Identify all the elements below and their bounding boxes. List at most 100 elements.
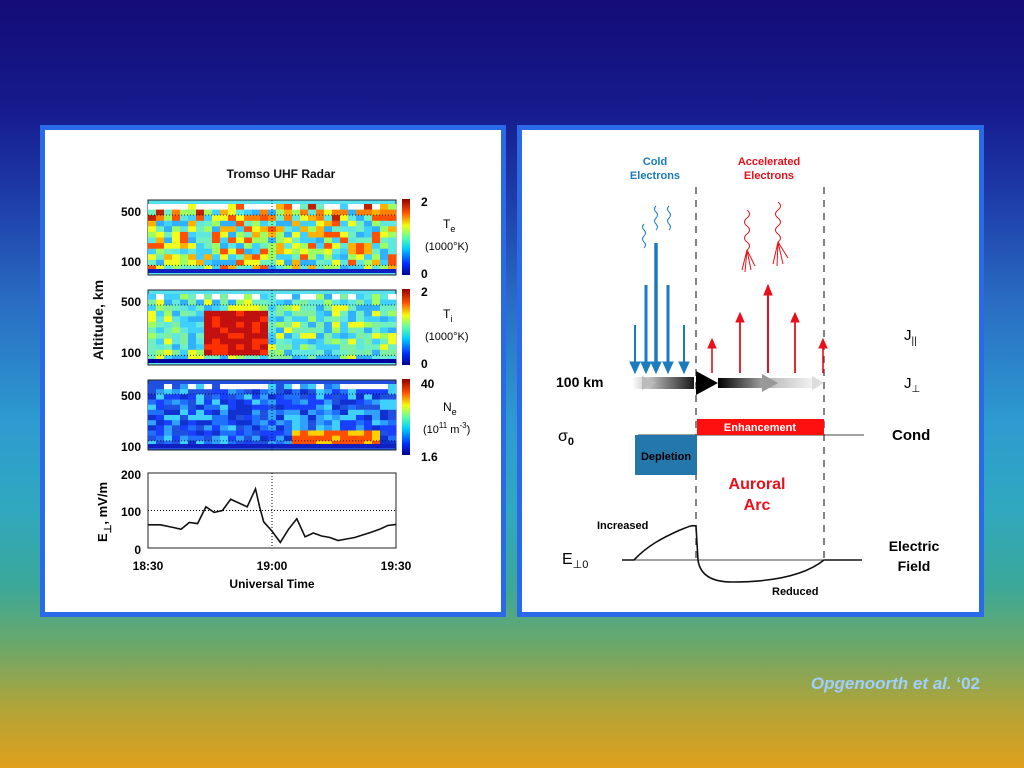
heatmap-cell bbox=[380, 294, 389, 300]
heatmap-cell bbox=[180, 321, 189, 328]
heatmap-cell bbox=[316, 420, 325, 426]
heatmap-cell bbox=[284, 409, 293, 416]
heatmap-cell bbox=[372, 265, 381, 272]
heatmap-cell bbox=[156, 259, 165, 266]
heatmap-cell bbox=[220, 394, 229, 400]
heatmap-cell bbox=[220, 338, 229, 345]
heatmap-cell bbox=[188, 420, 197, 426]
heatmap-cell bbox=[364, 333, 373, 339]
heatmap-cell bbox=[236, 444, 245, 448]
heatmap-cell bbox=[340, 237, 349, 244]
e-perp0-label: E⊥0 bbox=[562, 551, 588, 571]
heatmap-cell bbox=[372, 243, 381, 249]
heatmap-cell bbox=[324, 259, 333, 266]
heatmap-cell bbox=[188, 305, 197, 312]
heatmap-cell bbox=[228, 316, 237, 323]
heatmap-cell bbox=[356, 425, 365, 431]
heatmap-cell bbox=[276, 384, 285, 390]
heatmap-cell bbox=[388, 435, 397, 442]
heatmap-cell bbox=[228, 359, 237, 363]
cond-label: Cond bbox=[892, 427, 930, 444]
heatmap-cell bbox=[204, 226, 213, 233]
heatmap-cell bbox=[348, 269, 357, 273]
efield-y-tick-100: 100 bbox=[121, 505, 141, 519]
heatmap-cell bbox=[308, 321, 317, 328]
heatmap-cell bbox=[268, 269, 277, 273]
heatmap-cell bbox=[260, 333, 269, 339]
heatmap-cell bbox=[148, 231, 157, 238]
heatmap-cell bbox=[196, 243, 205, 249]
heatmap-cell bbox=[364, 404, 373, 411]
heatmap-cell bbox=[380, 384, 389, 390]
heatmap-cell bbox=[252, 327, 261, 334]
heatmap-cell bbox=[180, 269, 189, 273]
heatmap-cell bbox=[196, 226, 205, 233]
heatmap-cell bbox=[252, 355, 261, 362]
heatmap-cell bbox=[260, 344, 269, 351]
heatmap-cell bbox=[300, 321, 309, 328]
heatmap-cell bbox=[348, 425, 357, 431]
heatmap-cell bbox=[372, 404, 381, 411]
heatmap-cell bbox=[276, 389, 285, 395]
heatmap-cell bbox=[164, 321, 173, 328]
heatmap-cell bbox=[220, 254, 229, 261]
heatmap-cell bbox=[252, 420, 261, 426]
depletion-label: Depletion bbox=[641, 451, 691, 463]
heatmap-cell bbox=[316, 344, 325, 351]
heatmap-cell bbox=[252, 394, 261, 400]
heatmap-cell bbox=[388, 204, 397, 210]
heatmap-cell bbox=[156, 430, 165, 436]
heatmap-cell bbox=[228, 248, 237, 255]
heatmap-cell bbox=[332, 440, 341, 447]
heatmap-cell bbox=[348, 420, 357, 426]
heatmap-cell bbox=[332, 254, 341, 261]
heatmap-cell bbox=[300, 254, 309, 261]
heatmap-cell bbox=[332, 231, 341, 238]
heatmap-cell bbox=[204, 254, 213, 261]
heatmap-cell bbox=[316, 359, 325, 363]
heatmap-cell bbox=[260, 420, 269, 426]
heatmap-cell bbox=[172, 269, 181, 273]
heatmap-cell bbox=[284, 269, 293, 273]
heatmap-cell bbox=[292, 399, 301, 405]
heatmap-cell bbox=[188, 299, 197, 306]
heatmap-cell bbox=[372, 248, 381, 255]
heatmap-cell bbox=[172, 299, 181, 306]
heatmap-cell bbox=[172, 265, 181, 272]
heatmap-cell bbox=[284, 254, 293, 261]
heatmap-cell bbox=[364, 254, 373, 261]
heatmap-cell bbox=[220, 248, 229, 255]
heatmap-cell bbox=[252, 237, 261, 244]
heatmap-cell bbox=[276, 344, 285, 351]
heatmap-cell bbox=[364, 226, 373, 233]
heatmap-cell bbox=[380, 237, 389, 244]
heatmap-cell bbox=[324, 265, 333, 272]
heatmap-cell bbox=[324, 226, 333, 233]
heatmap-cell bbox=[308, 425, 317, 431]
heatmap-cell bbox=[252, 294, 261, 300]
heatmap-cell bbox=[276, 248, 285, 255]
heatmap-cell bbox=[300, 226, 309, 233]
heatmap-cell bbox=[316, 248, 325, 255]
heatmap-cell bbox=[284, 220, 293, 227]
heatmap-cell bbox=[276, 394, 285, 400]
heatmap-cell bbox=[348, 310, 357, 317]
heatmap-cell bbox=[340, 316, 349, 323]
heatmap-cell bbox=[364, 359, 373, 363]
heatmap-cell bbox=[388, 440, 397, 447]
heatmap-cell bbox=[380, 226, 389, 233]
heatmap-cell bbox=[308, 248, 317, 255]
heatmap-cell bbox=[284, 359, 293, 363]
heatmap-cell bbox=[188, 435, 197, 442]
heatmap-cell bbox=[164, 435, 173, 442]
heatmap-cell bbox=[180, 333, 189, 339]
heatmap-cell bbox=[212, 404, 221, 411]
heatmap-cell bbox=[188, 359, 197, 363]
heatmap-cell bbox=[348, 220, 357, 227]
heatmap-cell bbox=[252, 299, 261, 306]
heatmap-cell bbox=[172, 399, 181, 405]
heatmap-cell bbox=[212, 389, 221, 395]
heatmap-cell bbox=[284, 384, 293, 390]
heatmap-cell bbox=[380, 243, 389, 249]
heatmap-cell bbox=[196, 231, 205, 238]
